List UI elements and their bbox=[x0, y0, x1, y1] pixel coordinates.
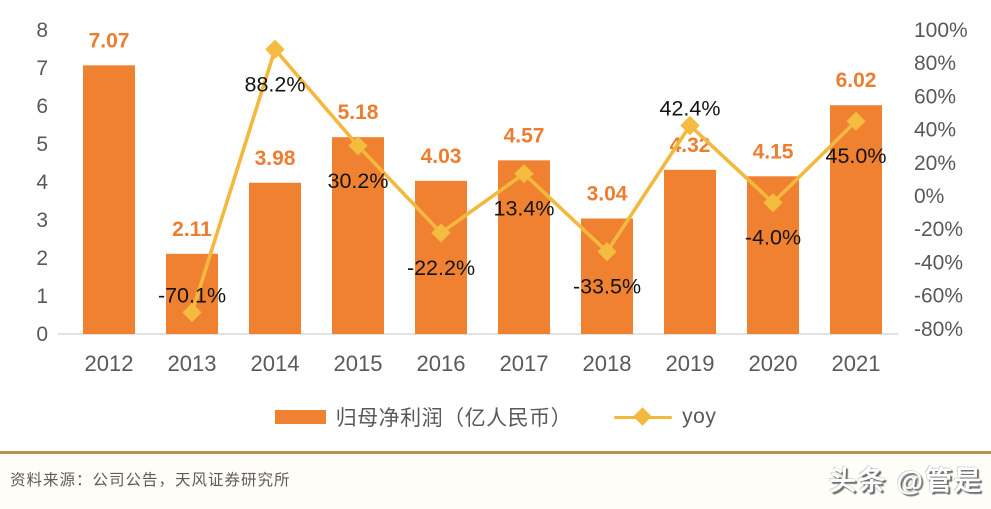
x-axis-label: 2012 bbox=[85, 351, 134, 376]
line-series-label: yoy bbox=[682, 405, 717, 428]
yoy-marker bbox=[597, 241, 617, 262]
yoy-value-label: 42.4% bbox=[660, 97, 721, 121]
bar-value-label: 3.98 bbox=[255, 147, 296, 170]
chart-svg: 0 1 2 3 4 5 6 7 8 100% 80% 60% 40% 20% 0% -20% -40% -60% -… bbox=[36, 19, 968, 376]
left-axis-tick: 7 bbox=[36, 57, 48, 80]
left-axis-tick: 2 bbox=[36, 247, 48, 270]
yoy-marker bbox=[680, 115, 700, 136]
x-axis-label: 2013 bbox=[168, 351, 217, 376]
diamond-marker-icon bbox=[633, 407, 652, 426]
combo-chart: 0 1 2 3 4 5 6 7 8 100% 80% 60% 40% 20% 0% -20% -40% -60% -… bbox=[36, 19, 968, 376]
bar-value-label: 4.15 bbox=[753, 140, 794, 163]
x-axis-label: 2016 bbox=[417, 351, 466, 376]
x-axis-label: 2020 bbox=[749, 351, 798, 376]
left-axis-tick: 1 bbox=[36, 285, 48, 308]
x-axis-label: 2021 bbox=[832, 351, 881, 376]
bar-value-label: 5.18 bbox=[338, 101, 379, 124]
line-series-swatch bbox=[614, 407, 673, 426]
chart-legend: 归母净利润（亿人民币） yoy bbox=[0, 390, 991, 450]
left-axis-tick: 6 bbox=[36, 95, 48, 118]
bar-value-label: 7.07 bbox=[89, 29, 130, 52]
right-axis-tick: -80% bbox=[914, 318, 963, 341]
bar-value-label: 4.57 bbox=[504, 124, 545, 147]
legend-item-yoy: yoy bbox=[614, 405, 716, 429]
yoy-marker bbox=[265, 39, 285, 60]
yoy-marker bbox=[846, 111, 866, 131]
right-axis-tick: 100% bbox=[914, 19, 968, 42]
right-axis-tick: 60% bbox=[914, 85, 956, 108]
bar-value-label: 4.03 bbox=[421, 145, 462, 168]
yoy-value-label: -70.1% bbox=[158, 284, 226, 308]
bar-2015 bbox=[332, 137, 384, 334]
right-axis-tick: 40% bbox=[914, 119, 956, 142]
yoy-value-label: 88.2% bbox=[245, 72, 306, 96]
x-axis-label: 2014 bbox=[251, 351, 300, 376]
left-axis-tick: 4 bbox=[36, 171, 48, 194]
yoy-value-label: 30.2% bbox=[328, 169, 389, 193]
x-axis-label: 2017 bbox=[500, 351, 549, 376]
right-axis-tick: -40% bbox=[914, 251, 963, 274]
yoy-value-label: -33.5% bbox=[573, 275, 641, 299]
right-axis-tick: 0% bbox=[914, 185, 944, 208]
bar-2012 bbox=[83, 65, 135, 334]
yoy-value-label: 45.0% bbox=[826, 144, 887, 168]
right-axis-tick: 80% bbox=[914, 52, 956, 75]
x-axis-label: 2015 bbox=[334, 351, 383, 376]
bar-2019 bbox=[664, 169, 716, 334]
left-axis-tick: 8 bbox=[36, 19, 48, 42]
yoy-value-label: -4.0% bbox=[745, 226, 801, 250]
bar-value-label: 2.11 bbox=[172, 218, 212, 241]
yoy-value-label: -22.2% bbox=[407, 256, 475, 280]
yoy-marker bbox=[182, 302, 202, 323]
right-axis-tick: -20% bbox=[914, 218, 963, 241]
footer-divider bbox=[0, 451, 991, 454]
yoy-marker bbox=[348, 136, 368, 156]
bar-value-label: 6.02 bbox=[836, 69, 877, 92]
right-axis-tick: 20% bbox=[914, 152, 956, 175]
watermark-text: 头条 @管是 bbox=[829, 466, 983, 496]
bar-value-label: 3.04 bbox=[587, 182, 628, 205]
yoy-value-label: 13.4% bbox=[494, 197, 555, 221]
footer: 资料来源：公司公告，天风证券研究所 头条 @管是 bbox=[0, 454, 991, 509]
bar-2016 bbox=[415, 180, 467, 334]
bar-series-swatch bbox=[274, 410, 326, 424]
x-axis-label: 2019 bbox=[666, 351, 715, 376]
source-text: 资料来源：公司公告，天风证券研究所 bbox=[10, 471, 291, 489]
left-axis-tick: 3 bbox=[36, 209, 48, 232]
bar-2014 bbox=[249, 182, 301, 334]
bar-2021 bbox=[830, 105, 882, 335]
yoy-marker bbox=[514, 164, 534, 184]
yoy-marker bbox=[431, 223, 451, 243]
left-axis-tick: 0 bbox=[36, 323, 48, 346]
legend-item-net-profit: 归母净利润（亿人民币） bbox=[274, 402, 573, 432]
right-axis-tick: -60% bbox=[914, 285, 963, 308]
yoy-marker bbox=[763, 192, 783, 213]
left-axis-tick: 5 bbox=[36, 133, 48, 156]
bar-series-label: 归母净利润（亿人民币） bbox=[335, 407, 573, 430]
x-axis-label: 2018 bbox=[583, 351, 632, 376]
